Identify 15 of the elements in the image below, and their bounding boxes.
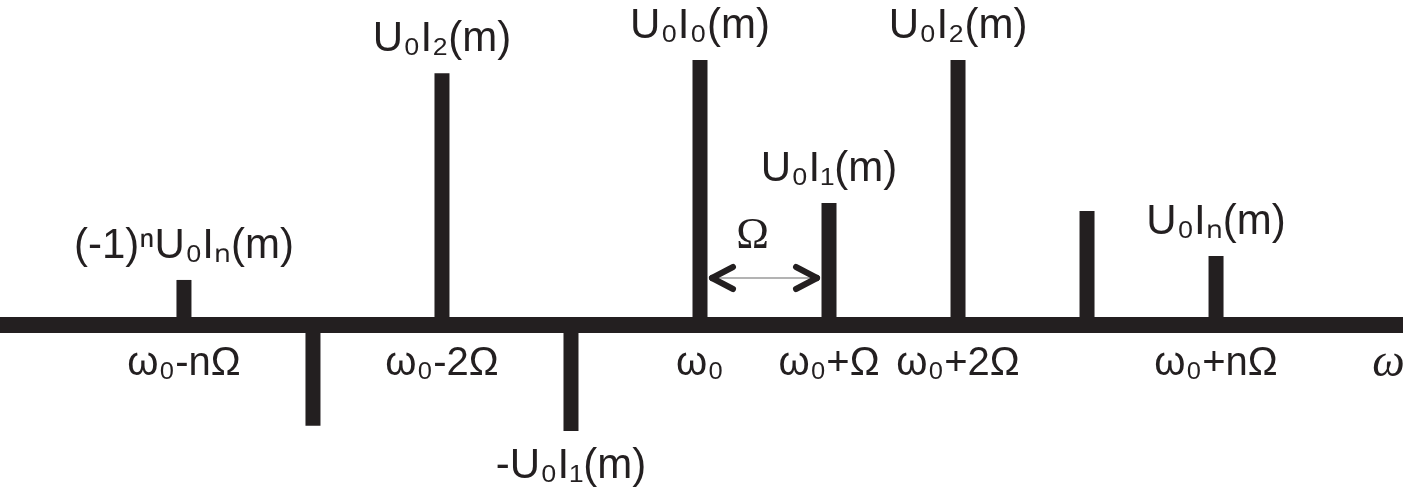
x-tick-label: ω₀-2Ω	[385, 338, 499, 383]
annotation: U₀I₂(m)	[372, 13, 512, 61]
x-tick-label: ω₀-nΩ	[127, 338, 241, 383]
annotation: Ω	[736, 209, 769, 258]
annotation: (-1)ⁿU₀Iₙ(m)	[73, 219, 294, 267]
x-tick-label: ω₀+2Ω	[896, 338, 1020, 383]
annotation: U₀I₀(m)	[630, 0, 770, 47]
annotation: U₀I₁(m)	[760, 143, 898, 191]
x-tick-label: ω₀+nΩ	[1154, 338, 1278, 383]
annotation: U₀Iₙ(m)	[1146, 196, 1286, 244]
x-tick-label: ω₀	[676, 338, 724, 383]
x-tick-label: ω₀+Ω	[778, 338, 880, 383]
annotation: -U₀I₁(m)	[495, 440, 647, 487]
x-axis-title: ω	[1372, 334, 1405, 386]
annotation: U₀I₂(m)	[888, 0, 1028, 47]
